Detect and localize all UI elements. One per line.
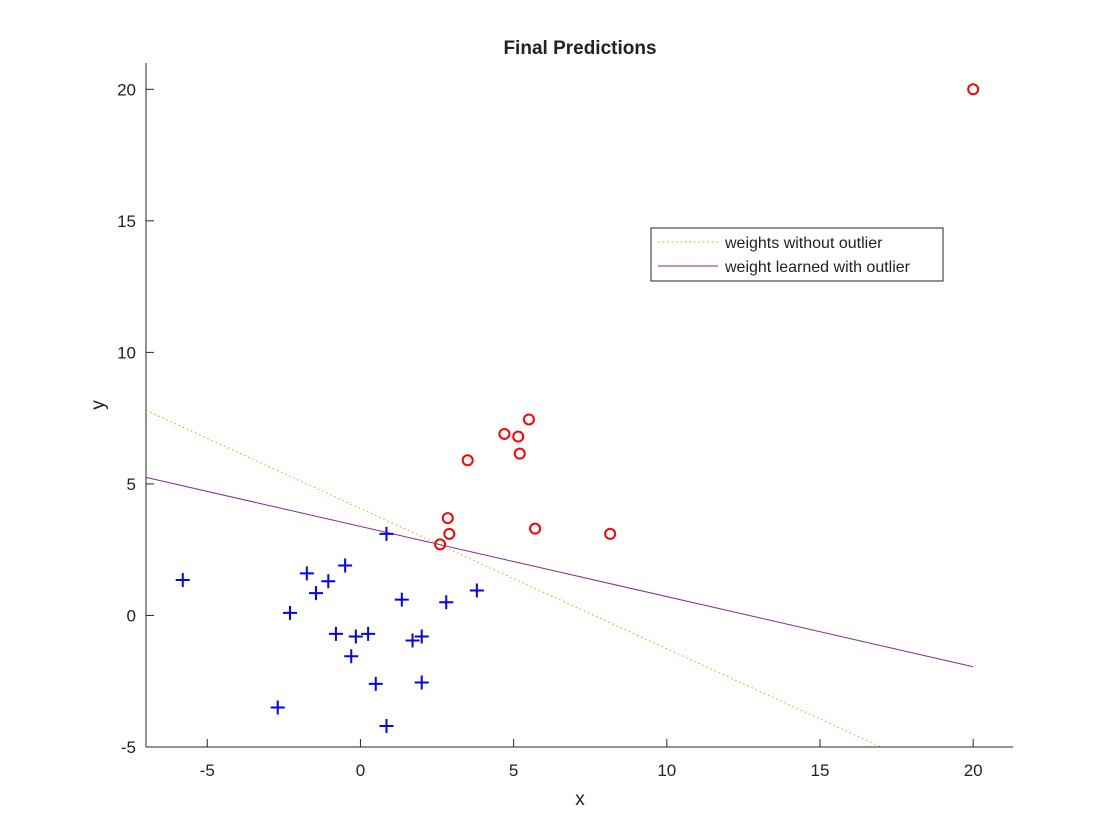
data-point-plus (309, 586, 324, 601)
data-point-plus (439, 595, 454, 610)
data-point-plus (414, 675, 429, 690)
x-tick-label: 10 (657, 761, 676, 780)
data-point-plus (379, 718, 394, 733)
y-tick-label: 20 (117, 80, 136, 99)
y-axis-label: y (88, 400, 109, 410)
data-point-circle (513, 447, 526, 460)
x-axis-label: x (575, 789, 585, 810)
y-tick-label: 5 (127, 475, 136, 494)
y-tick-label: 15 (117, 212, 136, 231)
data-point-plus (379, 526, 394, 541)
legend: weights without outlier weight learned w… (650, 227, 944, 282)
series-line-weights-without-outlier (145, 409, 882, 748)
data-point-circle (498, 427, 511, 440)
x-tick-label: 0 (356, 761, 365, 780)
data-point-circle (434, 538, 447, 551)
legend-label-weights-without-outlier: weights without outlier (724, 235, 883, 252)
y-tick-label: -5 (121, 738, 136, 757)
data-point-plus (368, 676, 383, 691)
data-point-circle (443, 527, 456, 540)
data-point-plus (348, 629, 363, 644)
data-point-plus (344, 649, 359, 664)
data-point-circle (512, 430, 525, 443)
y-tick-label: 10 (117, 343, 136, 362)
x-tick-label: -5 (200, 761, 215, 780)
data-point-circle (967, 83, 980, 96)
data-point-plus (328, 626, 343, 641)
chart-title: Final Predictions (503, 38, 656, 59)
data-point-plus (469, 583, 484, 598)
series-line-weight-learned-with-outlier (145, 476, 974, 668)
data-point-plus (405, 633, 420, 648)
plot-area: -5 0 5 10 15 20 -5 0 5 10 15 20 (117, 63, 1013, 780)
data-point-plus (394, 592, 409, 607)
legend-box (650, 227, 944, 282)
data-point-plus (282, 605, 297, 620)
data-point-circle (604, 527, 617, 540)
data-point-plus (321, 574, 336, 589)
data-point-circle (522, 413, 535, 426)
x-tick-label: 15 (811, 761, 830, 780)
data-point-plus (361, 626, 376, 641)
data-point-plus (175, 572, 190, 587)
data-point-plus (338, 558, 353, 573)
data-point-plus (270, 700, 285, 715)
x-tick-label: 5 (509, 761, 518, 780)
data-point-plus (414, 629, 429, 644)
x-tick-label: 20 (964, 761, 983, 780)
data-point-circle (441, 512, 454, 525)
y-tick-label: 0 (127, 606, 136, 625)
legend-label-weight-learned-with-outlier: weight learned with outlier (724, 259, 911, 276)
data-point-plus (299, 566, 314, 581)
data-point-circle (461, 454, 474, 467)
data-point-circle (529, 522, 542, 535)
